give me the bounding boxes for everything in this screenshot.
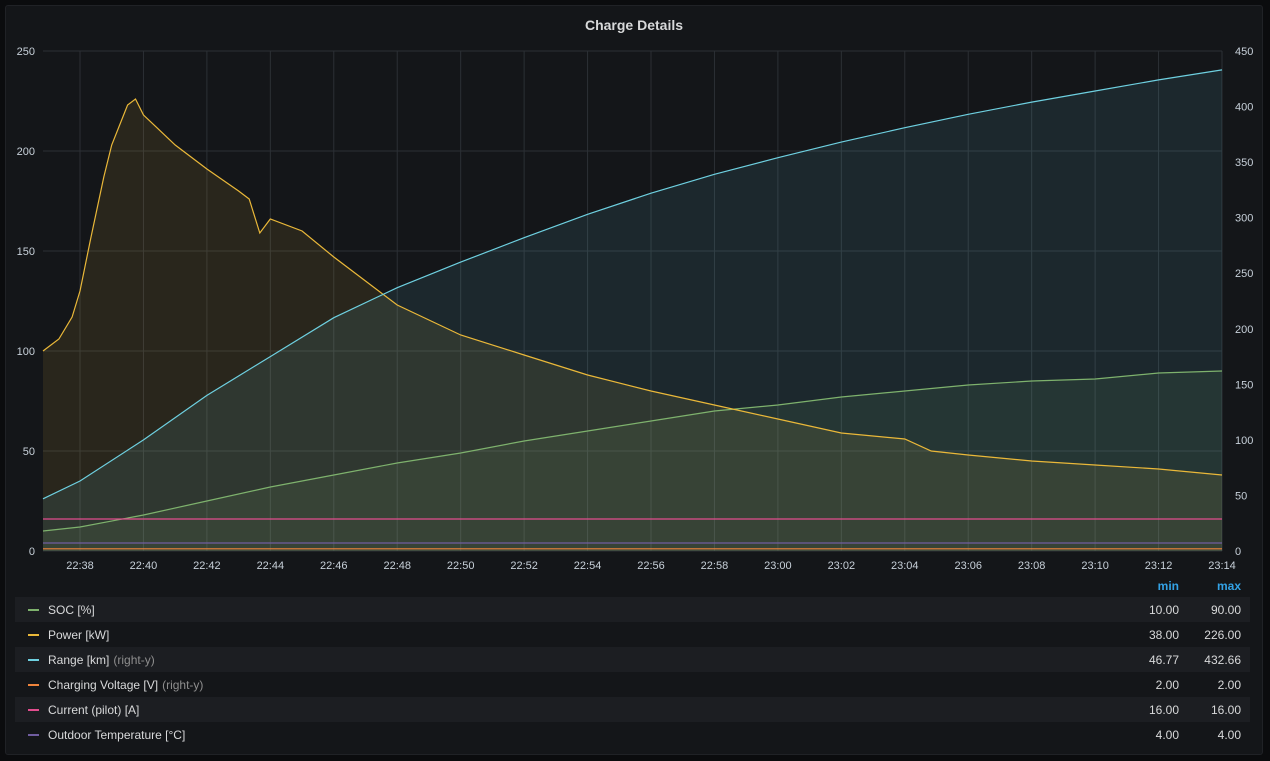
y-right-tick-label: 250 (1235, 268, 1253, 280)
y-right-tick-label: 150 (1235, 379, 1253, 391)
x-tick-label: 22:38 (66, 560, 94, 572)
legend-swatch (28, 684, 39, 686)
legend-max-value: 4.00 (1217, 728, 1241, 742)
series-area (43, 371, 1222, 551)
y-right-tick-label: 400 (1235, 102, 1253, 114)
y-right-tick-label: 0 (1235, 546, 1241, 558)
series-area (43, 69, 1222, 552)
series-line (42, 98, 1223, 476)
legend-max-value: 226.00 (1204, 628, 1241, 642)
legend-row-range[interactable]: Range [km] (right-y) 46.77 432.66 (15, 647, 1250, 672)
legend-series-name: SOC [%] (48, 603, 95, 617)
x-tick-label: 23:02 (828, 560, 856, 572)
legend-axis-tag: (right-y) (162, 678, 204, 692)
legend-max-value: 2.00 (1217, 678, 1241, 692)
legend-header: min max (15, 575, 1250, 597)
y-right-tick-label: 450 (1235, 46, 1253, 58)
legend-max-value: 432.66 (1204, 653, 1241, 667)
y-left-tick-label: 0 (29, 546, 35, 558)
legend-series-name: Range [km] (48, 653, 110, 667)
x-tick-label: 22:52 (510, 560, 538, 572)
series-line (42, 69, 1223, 500)
x-tick-label: 23:12 (1145, 560, 1173, 572)
legend-min-value: 46.77 (1148, 653, 1179, 667)
legend-table: min max SOC [%] 10.00 90.00 Power [kW] 3… (15, 575, 1250, 747)
legend-min-value: 2.00 (1155, 678, 1179, 692)
x-tick-label: 23:00 (764, 560, 792, 572)
legend-min-value: 38.00 (1148, 628, 1179, 642)
legend-row-power[interactable]: Power [kW] 38.00 226.00 (15, 622, 1250, 647)
legend-min-header[interactable]: min (1157, 579, 1179, 593)
y-left-tick-label: 200 (17, 146, 35, 158)
x-tick-label: 22:48 (383, 560, 411, 572)
legend-swatch (28, 634, 39, 636)
y-right-tick-label: 350 (1235, 157, 1253, 169)
legend-min-value: 16.00 (1148, 703, 1179, 717)
x-tick-label: 22:56 (637, 560, 665, 572)
x-tick-label: 22:58 (701, 560, 729, 572)
y-left-tick-label: 50 (23, 446, 35, 458)
y-right-tick-label: 50 (1235, 490, 1247, 502)
legend-row-outdoor-temperature[interactable]: Outdoor Temperature [°C] 4.00 4.00 (15, 722, 1250, 747)
y-right-tick-label: 300 (1235, 213, 1253, 225)
x-tick-label: 22:54 (574, 560, 602, 572)
x-tick-label: 23:06 (954, 560, 982, 572)
x-tick-label: 23:10 (1081, 560, 1109, 572)
legend-swatch (28, 659, 39, 661)
legend-axis-tag: (right-y) (113, 653, 155, 667)
legend-series-name: Outdoor Temperature [°C] (48, 728, 186, 742)
legend-row-soc[interactable]: SOC [%] 10.00 90.00 (15, 597, 1250, 622)
legend-swatch (28, 734, 39, 736)
legend-max-value: 16.00 (1210, 703, 1241, 717)
y-left-tick-label: 250 (17, 46, 35, 58)
legend-max-value: 90.00 (1210, 603, 1241, 617)
series-area (43, 99, 1222, 551)
y-right-tick-label: 200 (1235, 324, 1253, 336)
legend-min-value: 4.00 (1155, 728, 1179, 742)
x-tick-label: 22:44 (257, 560, 285, 572)
x-tick-label: 23:08 (1018, 560, 1046, 572)
y-right-tick-label: 100 (1235, 435, 1253, 447)
x-tick-label: 22:40 (130, 560, 158, 572)
legend-swatch (28, 709, 39, 711)
x-tick-label: 23:04 (891, 560, 919, 572)
legend-row-current-pilot[interactable]: Current (pilot) [A] 16.00 16.00 (15, 697, 1250, 722)
x-tick-label: 22:42 (193, 560, 221, 572)
x-tick-label: 22:46 (320, 560, 348, 572)
legend-series-name: Charging Voltage [V] (48, 678, 159, 692)
x-tick-label: 22:50 (447, 560, 475, 572)
series-line (42, 370, 1223, 532)
legend-max-header[interactable]: max (1216, 579, 1241, 593)
legend-row-charging-voltage[interactable]: Charging Voltage [V] (right-y) 2.00 2.00 (15, 672, 1250, 697)
legend-swatch (28, 609, 39, 611)
chart-plot: 0 50 100 150 200 250 0 50 100 150 200 250 300 350 400 4… (17, 46, 1254, 572)
legend-min-value: 10.00 (1148, 603, 1179, 617)
y-left-tick-label: 100 (17, 346, 35, 358)
legend-series-name: Current (pilot) [A] (48, 703, 140, 717)
y-left-tick-label: 150 (17, 246, 35, 258)
legend-series-name: Power [kW] (48, 628, 110, 642)
x-tick-label: 23:14 (1208, 560, 1236, 572)
panel-title[interactable]: Charge Details (584, 17, 684, 33)
